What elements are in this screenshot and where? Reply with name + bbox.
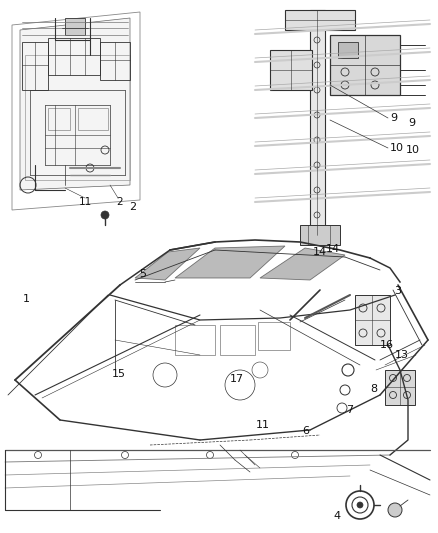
Polygon shape [135, 248, 200, 280]
Circle shape [101, 211, 109, 219]
Polygon shape [285, 10, 355, 30]
Text: 14: 14 [313, 247, 327, 257]
Polygon shape [330, 35, 400, 95]
Text: 2: 2 [117, 197, 124, 207]
Text: 16: 16 [380, 340, 394, 350]
Text: 13: 13 [395, 350, 409, 360]
Text: 10: 10 [406, 145, 420, 155]
Polygon shape [385, 370, 415, 405]
Polygon shape [260, 248, 345, 280]
Circle shape [357, 502, 363, 508]
Polygon shape [65, 18, 85, 35]
Text: 14: 14 [326, 244, 340, 254]
Text: 9: 9 [390, 113, 397, 123]
Text: 4: 4 [333, 511, 341, 521]
Text: 15: 15 [112, 369, 126, 379]
Polygon shape [310, 10, 325, 235]
Text: 10: 10 [390, 143, 404, 153]
Text: 3: 3 [395, 286, 402, 296]
Text: 17: 17 [230, 374, 244, 384]
Circle shape [388, 503, 402, 517]
Polygon shape [175, 246, 285, 278]
Polygon shape [338, 42, 358, 58]
Text: 6: 6 [303, 426, 310, 436]
Text: 11: 11 [78, 197, 92, 207]
Text: 11: 11 [256, 420, 270, 430]
Text: 9: 9 [409, 118, 416, 128]
Polygon shape [355, 295, 390, 345]
Text: 5: 5 [139, 269, 146, 279]
Polygon shape [300, 225, 340, 245]
Text: 8: 8 [371, 384, 378, 394]
Text: 1: 1 [22, 294, 29, 304]
Polygon shape [270, 50, 312, 90]
Polygon shape [20, 18, 130, 190]
Text: 7: 7 [346, 405, 353, 415]
Text: 2: 2 [130, 202, 137, 212]
